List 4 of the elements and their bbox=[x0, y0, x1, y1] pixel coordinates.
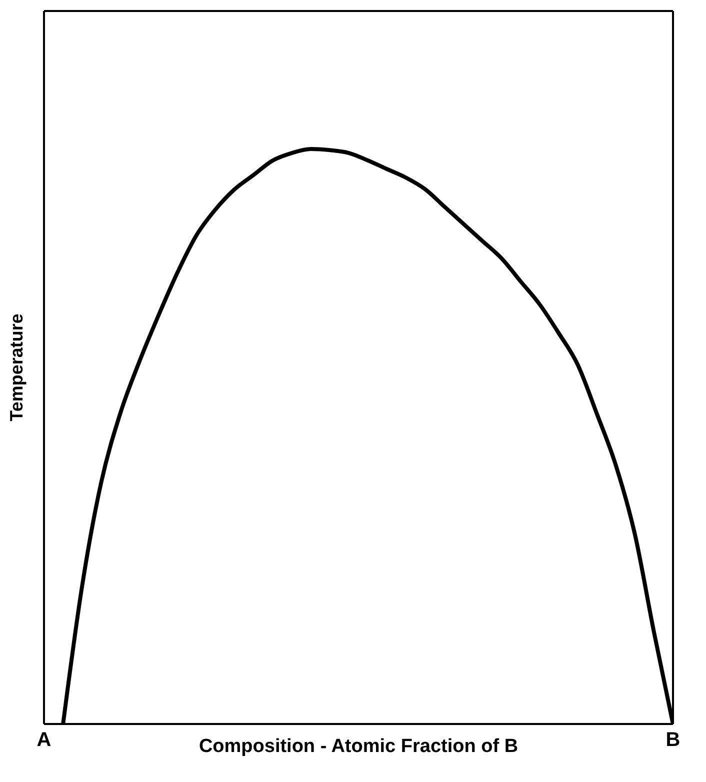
y-axis-title: Temperature bbox=[6, 314, 26, 422]
x-tick-label: A bbox=[36, 729, 52, 752]
x-tick-label: B bbox=[666, 729, 680, 752]
x-axis-title: Composition - Atomic Fraction of B bbox=[198, 736, 518, 757]
